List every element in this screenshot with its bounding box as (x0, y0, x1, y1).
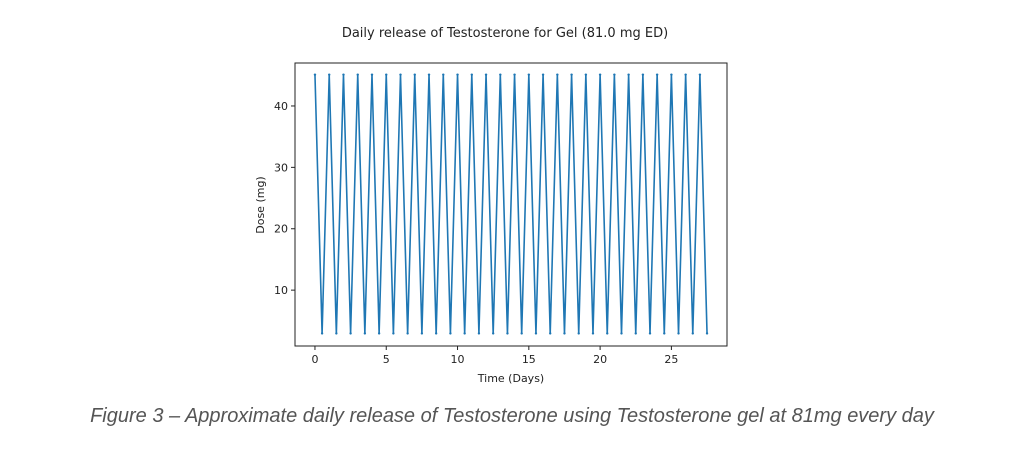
data-point (556, 73, 559, 76)
data-point (620, 332, 623, 335)
y-tick-label: 30 (274, 161, 288, 174)
data-point (456, 73, 459, 76)
data-point (541, 73, 545, 76)
y-tick-label: 40 (274, 100, 288, 113)
y-tick-label: 10 (274, 284, 288, 297)
data-point (698, 73, 702, 76)
data-point (413, 73, 416, 76)
data-point (392, 332, 395, 335)
data-point (534, 332, 538, 335)
data-point (356, 73, 359, 76)
data-point (477, 332, 481, 335)
data-point (484, 73, 488, 76)
data-points (313, 73, 709, 335)
data-point (385, 73, 388, 76)
data-point (670, 73, 673, 76)
chart-title: Daily release of Testosterone for Gel (8… (342, 26, 668, 41)
x-tick-label: 0 (311, 353, 318, 366)
data-point (691, 332, 694, 335)
data-point (705, 332, 709, 335)
data-point (577, 332, 580, 335)
plot-frame (294, 62, 728, 347)
x-tick-label: 15 (522, 353, 536, 366)
data-point (549, 332, 552, 335)
data-point (520, 332, 523, 335)
data-point (570, 73, 573, 76)
data-point (399, 73, 402, 76)
data-point (313, 73, 317, 76)
axis-ticks: 0 5 10 15 20 25 10 20 30 40 (274, 100, 678, 366)
data-point (420, 332, 424, 335)
data-point (406, 332, 409, 335)
data-point (506, 332, 509, 335)
data-point (377, 332, 381, 335)
data-point (335, 332, 338, 335)
x-axis-label: Time (Days) (477, 372, 544, 385)
series-line (314, 74, 708, 334)
data-point (684, 73, 687, 76)
figure-caption: Figure 3 – Approximate daily release of … (90, 405, 934, 427)
data-point (655, 73, 659, 76)
x-tick-label: 25 (664, 353, 678, 366)
data-point (677, 332, 680, 335)
data-point (499, 73, 502, 76)
data-point (613, 73, 616, 76)
data-point (513, 73, 516, 76)
data-point (627, 73, 630, 76)
data-point (342, 73, 345, 76)
data-point (427, 73, 431, 76)
data-point (328, 73, 331, 76)
data-point (606, 332, 609, 335)
data-point (363, 332, 367, 335)
data-point (442, 73, 445, 76)
data-point (634, 332, 637, 335)
y-tick-label: 20 (274, 223, 288, 236)
data-point (598, 73, 602, 76)
x-tick-label: 20 (593, 353, 607, 366)
data-point (320, 332, 324, 335)
data-point (563, 332, 566, 335)
data-point (663, 332, 666, 335)
data-point (434, 332, 438, 335)
data-point (449, 332, 452, 335)
data-point (491, 332, 495, 335)
data-point (463, 332, 466, 335)
data-point (527, 73, 531, 76)
y-axis-label: Dose (mg) (254, 176, 267, 233)
data-point (470, 73, 473, 76)
data-point (591, 332, 595, 335)
data-point (349, 332, 352, 335)
data-point (584, 73, 588, 76)
data-point (648, 332, 652, 335)
data-point (641, 73, 645, 76)
data-point (370, 73, 374, 76)
x-tick-label: 10 (451, 353, 465, 366)
x-tick-label: 5 (383, 353, 390, 366)
